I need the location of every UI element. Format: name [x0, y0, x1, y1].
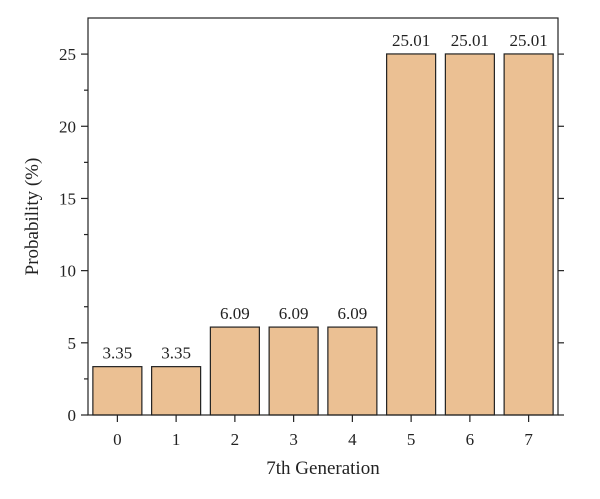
data-label-2: 6.09	[220, 304, 250, 323]
y-tick-label-25: 25	[59, 45, 76, 64]
bar-7	[503, 53, 554, 416]
bar-6	[444, 53, 495, 416]
bar-1	[151, 366, 202, 416]
x-tick-label-2: 2	[231, 430, 240, 449]
bars-layer	[92, 53, 554, 416]
x-tick-label-7: 7	[524, 430, 533, 449]
data-label-3: 6.09	[279, 304, 309, 323]
y-tick-label-15: 15	[59, 189, 76, 208]
data-label-7: 25.01	[510, 31, 548, 50]
y-tick-label-20: 20	[59, 117, 76, 136]
x-tick-label-6: 6	[466, 430, 475, 449]
bar-2	[209, 326, 260, 416]
x-tick-label-5: 5	[407, 430, 416, 449]
y-tick-label-10: 10	[59, 262, 76, 281]
plot-frame	[87, 17, 559, 416]
x-axis-title: 7th Generation	[266, 458, 380, 479]
data-labels-layer: 3.35 3.35 6.09 6.09 6.09 25.01 25.01 25.01	[103, 31, 548, 363]
x-tick-label-1: 1	[172, 430, 181, 449]
bar-5	[386, 53, 437, 416]
data-label-1: 3.35	[161, 344, 191, 363]
data-label-6: 25.01	[451, 31, 489, 50]
y-tick-label-5: 5	[68, 334, 77, 353]
x-tick-label-0: 0	[113, 430, 122, 449]
data-label-5: 25.01	[392, 31, 430, 50]
y-tick-label-0: 0	[68, 406, 77, 425]
bar-4	[327, 326, 378, 416]
data-label-4: 6.09	[338, 304, 368, 323]
x-tick-label-3: 3	[289, 430, 298, 449]
y-axis-title: Probability (%)	[22, 158, 43, 276]
x-tick-label-4: 4	[348, 430, 357, 449]
bar-3	[268, 326, 319, 416]
data-label-0: 3.35	[103, 344, 133, 363]
bar-0	[92, 366, 143, 416]
x-axis-ticks: 0 1 2 3 4 5 6 7	[113, 415, 533, 449]
y-axis-ticks: 0 5 10 15 20 25	[59, 45, 564, 425]
